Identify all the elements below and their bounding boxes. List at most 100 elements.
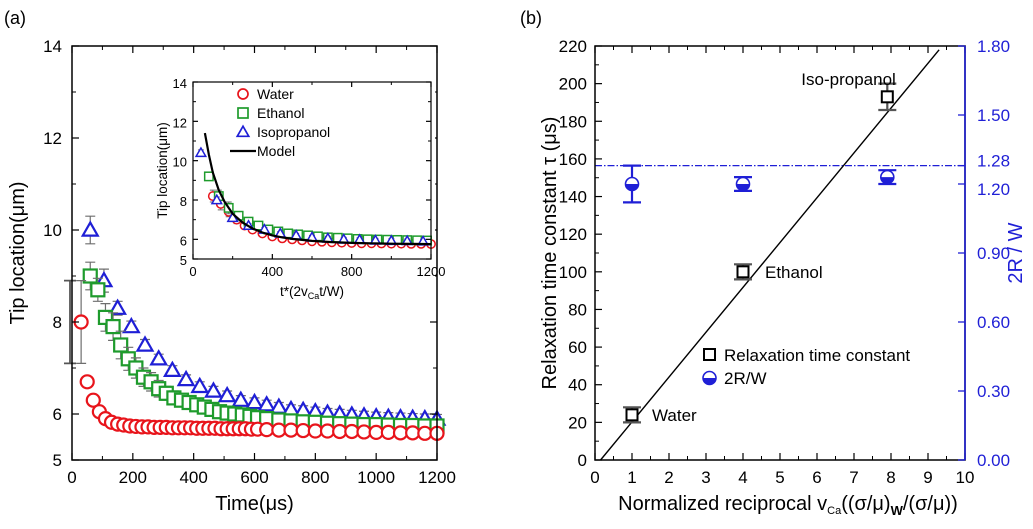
panel-a-water-point-34: [307, 423, 323, 439]
panel-b-y-tick-label-0: 0: [578, 451, 587, 470]
panel-a-water-point-40: [380, 424, 396, 441]
panel-b-x-axis-label: Normalized reciprocal vCa((σ/μ)W/(σ/μ)): [618, 493, 958, 518]
panel-a-label: (a): [4, 8, 26, 28]
panel-b-point-label-water: Water: [652, 406, 697, 425]
panel-b-right-tick-label-3: 0.90: [977, 244, 1010, 263]
panel-a-x-tick-label-2: 400: [179, 468, 207, 487]
inset-background: [135, 68, 435, 317]
inset-y-tick-label-2: 8: [180, 194, 187, 209]
inset-x-label-main: t*(2v: [280, 284, 308, 299]
panel-b-right-tick-label-5: 1.28: [977, 152, 1010, 171]
panel-b-legend-marker-2rw-fill: [703, 378, 716, 385]
panel-a-water-point-33: [295, 422, 311, 439]
panel-b-series-2rw: [623, 164, 897, 204]
panel-b-x-label-tail2: /(σ/μ)): [903, 493, 958, 515]
inset-ethanol-point-0: [203, 171, 214, 182]
panel-a-x-tick-label-1: 200: [119, 468, 147, 487]
panel-a-series-water: [73, 280, 445, 441]
panel-a-isopropanol-point-9: [204, 381, 223, 398]
panel-a-ethanol-point-1: [90, 282, 106, 298]
panel-b-x-label-tail1: ((σ/μ): [841, 493, 890, 515]
panel-b-y-tick-label-5: 100: [559, 263, 587, 282]
panel-b-plot-frame: [594, 45, 966, 461]
panel-b-right-tick-label-1: 0.30: [977, 382, 1010, 401]
panel-b-fit-line: [600, 49, 940, 461]
panel-a-x-tick-label-0: 0: [67, 468, 76, 487]
panel-a-isopropanol-point-8: [190, 376, 210, 394]
panel-a-isopropanol-point-3: [121, 316, 141, 334]
inset-legend-label-isopropanol: Isopropanol: [257, 124, 330, 140]
inset-ticks: 0 400 800 1200 5 6 8 10 12 14: [173, 76, 446, 279]
panel-a-water-point-1: [79, 374, 95, 390]
inset-x-tick-label-1: 400: [261, 264, 283, 279]
panel-b-legend: Relaxation time constant 2R/W: [702, 346, 910, 388]
panel-a-water-point-38: [356, 424, 372, 440]
panel-a-ethanol-point-4: [113, 337, 129, 353]
panel-a-isopropanol-point-6: [162, 360, 182, 378]
inset-legend-label-ethanol: Ethanol: [257, 105, 304, 121]
inset-legend-marker-isopropanol: [235, 124, 251, 138]
panel-a-y-tick-label-0: 5: [53, 451, 62, 470]
panel-a-water-point-37: [344, 423, 360, 440]
panel-b-x-tick-label-6: 6: [812, 468, 821, 487]
panel-b-legend-label-relaxation: Relaxation time constant: [724, 346, 910, 365]
inset-y-tick-label-4: 12: [173, 115, 187, 130]
panel-b-right-tick-label-2: 0.60: [977, 313, 1010, 332]
panel-b-right-tick-label-0: 0.00: [977, 451, 1010, 470]
panel-b-x-tick-label-10: 10: [956, 468, 975, 487]
panel-a-isopropanol-point-10: [217, 385, 237, 403]
inset-isopropanol-point-1: [210, 193, 223, 205]
panel-a-x-tick-label-3: 600: [240, 468, 268, 487]
panel-b-2rw-point-1-fill: [736, 184, 750, 191]
panel-a-bracket: [64, 279, 76, 365]
panel-b-right-axis-label: 2R / W: [1005, 222, 1027, 283]
panel-b-y-tick-label-3: 60: [568, 338, 587, 357]
inset-legend: Water Ethanol Isopropanol Model: [230, 86, 330, 159]
panel-a-isopropanol-point-13: [257, 395, 277, 412]
panel-b-legend-label-2rw: 2R/W: [724, 369, 767, 388]
panel-b-x-label-sub2: W: [891, 503, 904, 518]
panel-b-2rw-point-2: [879, 169, 895, 185]
panel-a-isopropanol-point-11: [231, 390, 251, 407]
panel-b-y-tick-label-8: 160: [559, 150, 587, 169]
panel-a-isopropanol-point-5: [149, 349, 169, 366]
panel-b-2rw-point-2-fill: [880, 177, 894, 184]
panel-a-isopropanol-point-2: [108, 298, 128, 315]
inset-legend-label-water: Water: [257, 86, 294, 102]
panel-b-series-relaxation: Water Ethanol Iso-propanol: [623, 70, 897, 425]
panel-a-water-point-41: [392, 425, 409, 441]
panel-a-y-axis-label: Tip location(μm): [7, 181, 29, 324]
panel-b-y-tick-label-10: 200: [559, 75, 587, 94]
panel-b-relaxation-point-2: [880, 90, 894, 104]
panel-a-isopropanol-point-4: [135, 335, 155, 352]
panel-a-water-point-30: [259, 422, 275, 438]
panel-a-x-tick-label-4: 800: [301, 468, 329, 487]
inset-isopropanol-point-0: [194, 146, 208, 158]
inset-y-tick-label-3: 10: [173, 155, 187, 170]
inset-x-tick-label-2: 800: [341, 264, 363, 279]
panel-a-x-tick-label-6: 1200: [418, 468, 456, 487]
panel-b-relaxation-point-1: [736, 265, 750, 279]
panel-a-y-tick-label-2: 8: [53, 313, 62, 332]
panel-b-ticks: 0 1 2 3 4 5 6 7 8 9 100204060801001201401601802002…: [559, 37, 1010, 487]
inset-chart: 0 400 800 1200 5 6 8 10 12 14 Tip location(μm) t*…: [135, 68, 445, 317]
panel-a-water-point-35: [319, 423, 336, 439]
panel-a-isopropanol-point-14: [269, 397, 289, 414]
panel-b-x-tick-label-5: 5: [775, 468, 784, 487]
panel-b-x-tick-label-1: 1: [627, 468, 636, 487]
inset-y-tick-label-5: 14: [173, 76, 187, 91]
panel-a-water-point-43: [417, 425, 433, 441]
panel-b-2rw-point-1: [735, 176, 751, 192]
panel-a-water-point-39: [368, 424, 384, 441]
panel-b-right-tick-label-7: 1.80: [977, 37, 1010, 56]
inset-model-curve: [203, 132, 432, 246]
panel-b-relaxation-point-0: [625, 408, 639, 422]
panel-a-x-axis-label: Time(μs): [215, 493, 294, 515]
panel-a-ticks: 0 200 400 600 800 1000 1200 5 6 8 10 12 14: [43, 37, 456, 487]
panel-a-water-point-2: [85, 392, 101, 408]
inset-x-tick-label-0: 0: [189, 264, 196, 279]
panel-b-x-tick-label-0: 0: [590, 468, 599, 487]
inset-y-axis-label: Tip location(μm): [155, 122, 170, 219]
inset-x-tick-label-3: 1200: [417, 264, 446, 279]
panel-a-isopropanol-point-0: [80, 220, 100, 237]
